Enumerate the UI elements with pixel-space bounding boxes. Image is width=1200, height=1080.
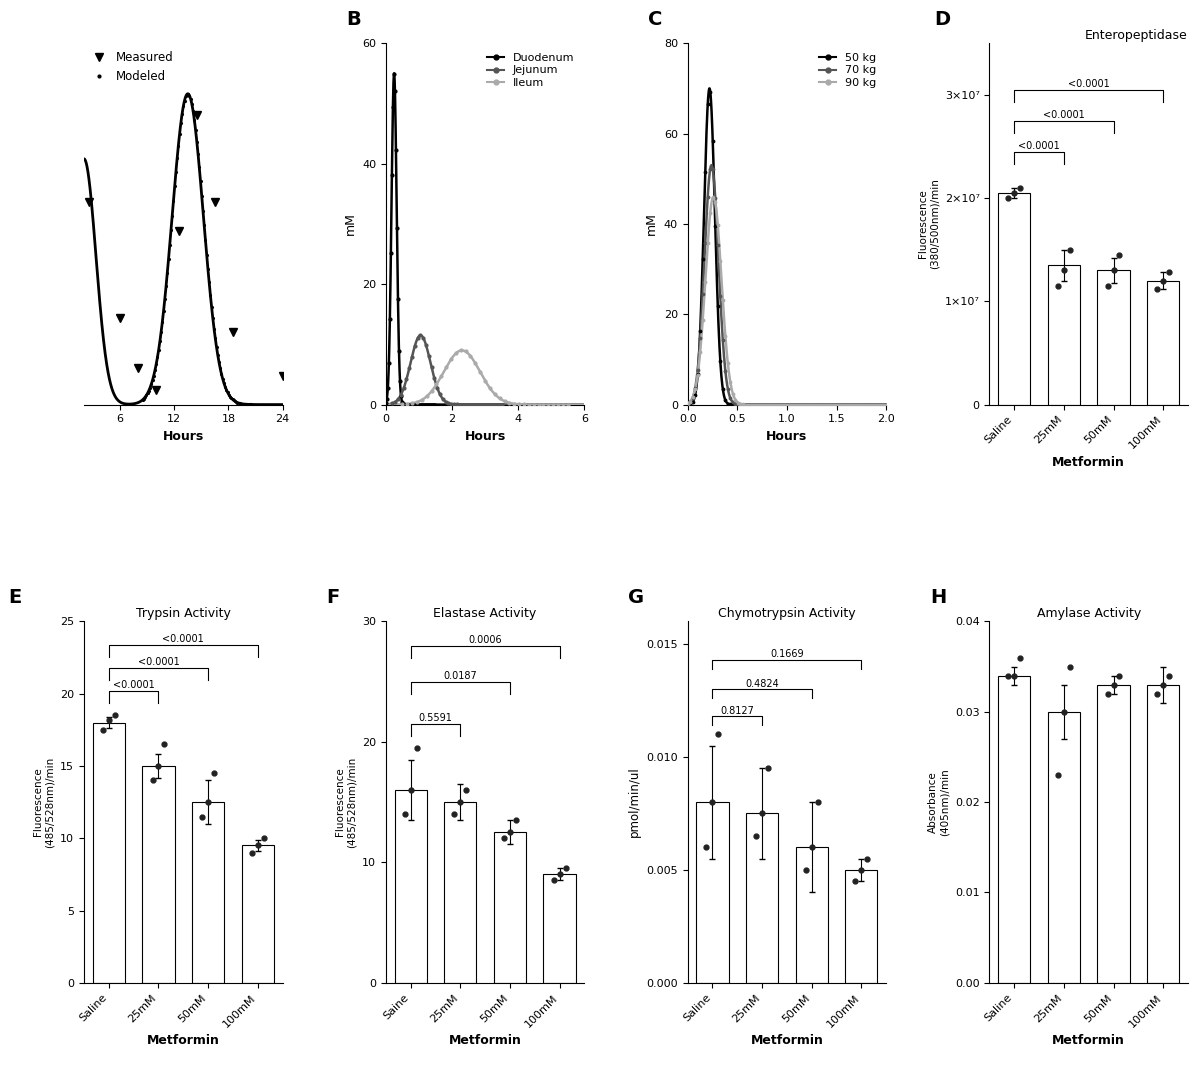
- Text: <0.0001: <0.0001: [1043, 110, 1085, 120]
- X-axis label: Metformin: Metformin: [146, 1035, 220, 1048]
- Y-axis label: mM: mM: [343, 213, 356, 235]
- Title: Trypsin Activity: Trypsin Activity: [136, 607, 230, 620]
- Text: <0.0001: <0.0001: [1019, 141, 1060, 151]
- Bar: [395, 791, 427, 983]
- Text: B: B: [346, 10, 361, 29]
- Bar: [1098, 685, 1129, 983]
- X-axis label: Metformin: Metformin: [1052, 1035, 1126, 1048]
- Y-axis label: Fluorescence
(485/528nm)/min: Fluorescence (485/528nm)/min: [335, 756, 356, 848]
- Bar: [143, 766, 174, 983]
- Text: 0.0006: 0.0006: [468, 635, 502, 645]
- X-axis label: Hours: Hours: [163, 430, 204, 443]
- Text: 0.5591: 0.5591: [419, 713, 452, 724]
- Y-axis label: Fluorescence
(380/500nm)/min: Fluorescence (380/500nm)/min: [918, 178, 940, 269]
- Bar: [241, 846, 274, 983]
- Text: D: D: [934, 10, 950, 29]
- Text: H: H: [930, 589, 946, 607]
- X-axis label: Metformin: Metformin: [449, 1035, 522, 1048]
- Text: C: C: [648, 10, 662, 29]
- Bar: [192, 802, 224, 983]
- Legend: 50 kg, 70 kg, 90 kg: 50 kg, 70 kg, 90 kg: [815, 49, 881, 92]
- Text: G: G: [628, 589, 644, 607]
- Text: 0.4824: 0.4824: [745, 678, 779, 689]
- Bar: [746, 813, 779, 983]
- Y-axis label: pmol/min/ul: pmol/min/ul: [628, 767, 641, 837]
- Legend: Measured, Modeled: Measured, Modeled: [90, 49, 176, 85]
- Title: Amylase Activity: Amylase Activity: [1037, 607, 1141, 620]
- Bar: [544, 875, 576, 983]
- Y-axis label: mM: mM: [646, 213, 659, 235]
- Bar: [92, 723, 125, 983]
- Legend: Duodenum, Jejunum, Ileum: Duodenum, Jejunum, Ileum: [482, 49, 578, 92]
- Title: Elastase Activity: Elastase Activity: [433, 607, 536, 620]
- Bar: [845, 869, 877, 983]
- Text: 0.8127: 0.8127: [720, 706, 755, 716]
- Text: 0.0187: 0.0187: [443, 671, 478, 681]
- Bar: [796, 848, 828, 983]
- Text: Enteropeptidase: Enteropeptidase: [1085, 29, 1188, 42]
- Bar: [1098, 270, 1129, 405]
- Bar: [493, 833, 526, 983]
- Text: E: E: [8, 589, 22, 607]
- X-axis label: Hours: Hours: [464, 430, 505, 443]
- Bar: [1048, 266, 1080, 405]
- Y-axis label: Absorbance
(405nm)/min: Absorbance (405nm)/min: [928, 768, 949, 836]
- X-axis label: Metformin: Metformin: [1052, 456, 1126, 470]
- Bar: [998, 193, 1031, 405]
- Text: <0.0001: <0.0001: [113, 680, 155, 690]
- Bar: [696, 802, 728, 983]
- Bar: [1147, 685, 1180, 983]
- X-axis label: Metformin: Metformin: [750, 1035, 823, 1048]
- Title: Chymotrypsin Activity: Chymotrypsin Activity: [718, 607, 856, 620]
- Bar: [1048, 712, 1080, 983]
- Text: <0.0001: <0.0001: [162, 634, 204, 644]
- Bar: [444, 802, 476, 983]
- X-axis label: Hours: Hours: [767, 430, 808, 443]
- Text: 0.1669: 0.1669: [770, 649, 804, 660]
- Bar: [998, 676, 1031, 983]
- Y-axis label: Fluorescence
(485/528nm)/min: Fluorescence (485/528nm)/min: [32, 756, 54, 848]
- Text: <0.0001: <0.0001: [138, 657, 179, 667]
- Bar: [1147, 281, 1180, 405]
- Text: F: F: [326, 589, 340, 607]
- Text: <0.0001: <0.0001: [1068, 79, 1110, 89]
